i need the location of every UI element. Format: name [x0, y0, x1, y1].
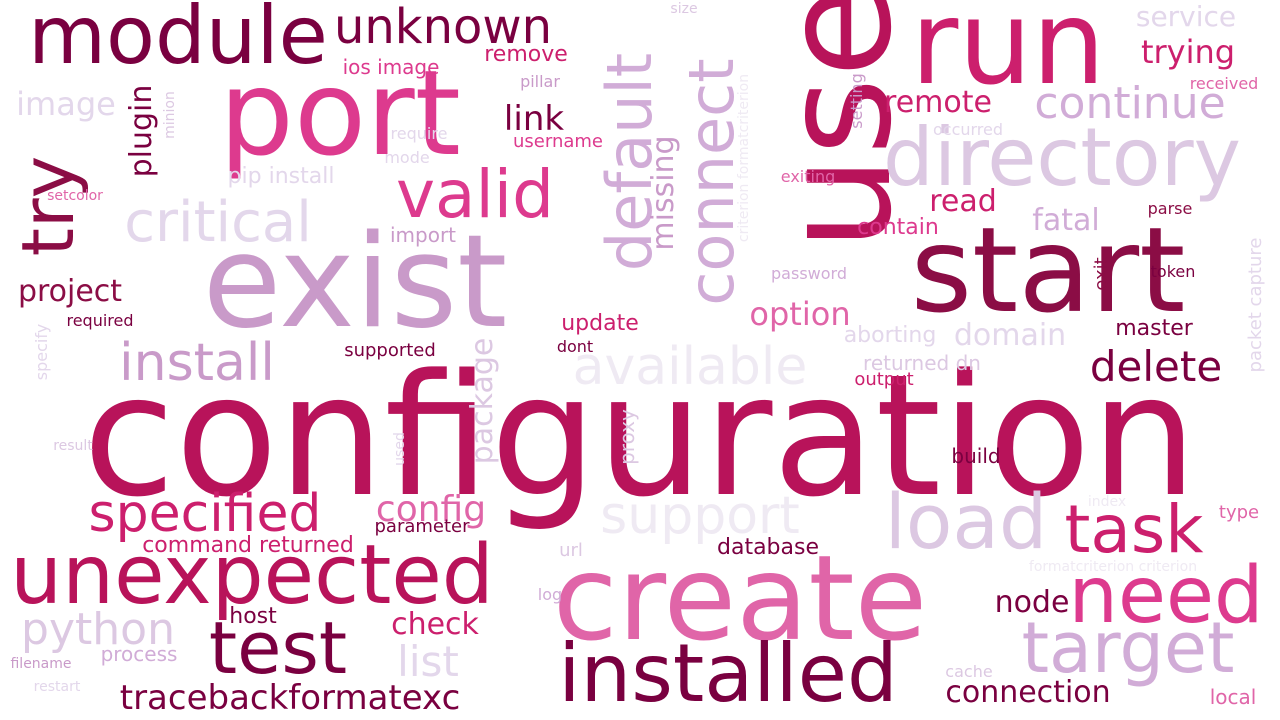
word-packet-capture: packet capture: [1245, 237, 1266, 373]
word-setcolor: setcolor: [47, 188, 103, 204]
word-setting: setting: [847, 73, 866, 129]
word-exit: exit: [1091, 257, 1112, 291]
word-pillar: pillar: [520, 72, 560, 91]
word-url: url: [559, 540, 583, 561]
word-option: option: [749, 295, 851, 333]
word-filename: filename: [10, 656, 72, 672]
word-image: image: [16, 85, 116, 123]
word-result: result: [53, 438, 93, 454]
word-link: link: [503, 99, 565, 139]
word-import: import: [389, 223, 457, 247]
word-domain: domain: [953, 318, 1067, 353]
word-supported: supported: [344, 340, 436, 361]
word-module: module: [28, 0, 328, 82]
word-cache: cache: [945, 662, 993, 681]
word-remote: remote: [884, 85, 992, 120]
word-specify: specify: [32, 323, 51, 381]
word-plugin: plugin: [124, 84, 159, 178]
word-require: require: [390, 124, 448, 143]
word-returned-dn: returned dn: [863, 351, 981, 375]
word-node: node: [994, 585, 1070, 620]
word-parameter: parameter: [374, 516, 470, 537]
word-target: target: [1021, 607, 1235, 689]
word-connection: connection: [945, 675, 1111, 710]
word-need: need: [1068, 551, 1264, 641]
word-ios-image: ios image: [342, 55, 440, 79]
word-received: received: [1189, 74, 1259, 93]
word-mode: mode: [384, 148, 430, 167]
word-occurred: occurred: [932, 120, 1004, 139]
word-directory: directory: [883, 111, 1241, 204]
word-task: task: [1064, 491, 1204, 568]
word-contain: contain: [857, 215, 939, 240]
word-log: log: [537, 585, 563, 604]
word-read: read: [929, 184, 997, 219]
word-package: package: [465, 337, 500, 465]
word-create: create: [552, 529, 928, 667]
word-try: try: [6, 155, 90, 257]
word-process: process: [100, 642, 178, 666]
word-continue: continue: [1034, 78, 1226, 129]
word-criterion-formatcriterion: criterion formatcriterion: [736, 73, 752, 243]
word-available: available: [572, 337, 808, 397]
word-size: size: [670, 1, 698, 17]
word-update: update: [561, 311, 639, 336]
word-check: check: [391, 607, 479, 642]
word-install: install: [119, 333, 275, 393]
word-password: password: [771, 264, 847, 283]
word-used: used: [392, 432, 408, 466]
word-fatal: fatal: [1032, 203, 1100, 238]
word-dont: dont: [556, 337, 594, 356]
word-database: database: [717, 535, 819, 560]
word-command-returned: command returned: [142, 533, 354, 558]
word-pip-install: pip install: [227, 164, 335, 189]
word-parse: parse: [1147, 199, 1193, 218]
word-local: local: [1209, 685, 1257, 709]
word-proxy: proxy: [615, 409, 639, 465]
word-host: host: [229, 604, 277, 629]
word-installed: installed: [558, 627, 898, 720]
word-start: start: [910, 201, 1186, 339]
word-master: master: [1115, 316, 1193, 341]
word-aborting: aborting: [843, 323, 937, 348]
word-config: config: [375, 489, 487, 530]
word-project: project: [17, 274, 123, 309]
word-exiting: exiting: [780, 167, 836, 186]
word-service: service: [1135, 0, 1237, 33]
word-type: type: [1218, 502, 1260, 523]
word-configuration: configuration: [82, 338, 1198, 534]
word-formatcriterion-criterion: formatcriterion criterion: [1028, 559, 1198, 575]
word-critical: critical: [124, 190, 312, 255]
word-remove: remove: [484, 42, 568, 67]
word-minion: minion: [162, 91, 178, 139]
word-port: port: [219, 44, 461, 182]
word-restart: restart: [33, 679, 81, 695]
word-unexpected: unexpected: [10, 528, 494, 623]
word-test: test: [208, 606, 348, 690]
word-connect: connect: [675, 58, 748, 306]
word-trying: trying: [1140, 33, 1236, 71]
word-valid: valid: [395, 156, 555, 233]
word-support: support: [600, 486, 800, 546]
word-load: load: [884, 477, 1048, 566]
word-token: token: [1150, 262, 1196, 281]
word-run: run: [910, 0, 1106, 111]
word-specified: specified: [88, 484, 322, 544]
word-delete: delete: [1089, 342, 1223, 391]
word-list: list: [397, 637, 459, 686]
word-required: required: [66, 311, 134, 330]
word-output: output: [854, 369, 914, 390]
word-tracebackformatexc: tracebackformatexc: [119, 678, 461, 718]
word-exist: exist: [202, 208, 508, 357]
word-index: index: [1087, 494, 1127, 510]
word-build: build: [951, 444, 1001, 468]
word-missing: missing: [646, 135, 681, 251]
word-python: python: [21, 604, 175, 655]
word-unknown: unknown: [333, 0, 553, 55]
word-username: username: [513, 131, 603, 152]
